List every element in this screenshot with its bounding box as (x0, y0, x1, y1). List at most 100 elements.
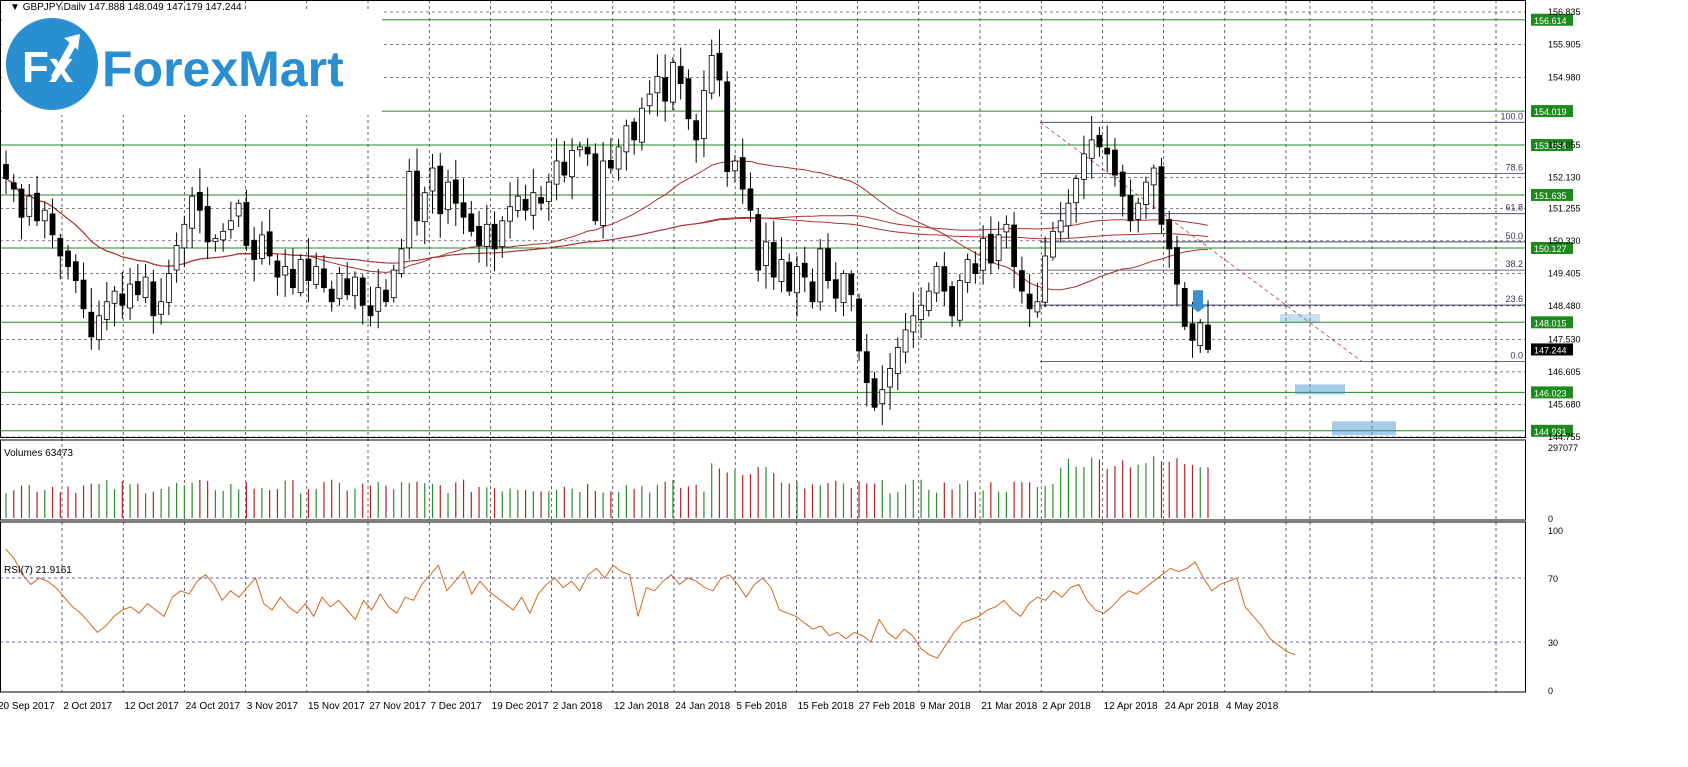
fib-level-label: 0.0 (1510, 351, 1523, 361)
candle-body (685, 78, 692, 120)
candle-body (49, 213, 56, 236)
date-tick-label: 9 Mar 2018 (920, 701, 971, 712)
candle-body (57, 237, 64, 257)
rsi-tick-label: 30 (1548, 638, 1558, 648)
candle-body (1011, 224, 1018, 267)
forexmart-logo: Fx ForexMart (2, 10, 382, 115)
candle-body (522, 198, 529, 211)
candle-body (429, 167, 436, 192)
horizontal-levels: 156.614 154.019 153.054 151.635 150.127 148.0… (0, 13, 1573, 437)
candle-body (452, 179, 459, 204)
candle-body (995, 234, 1002, 261)
candle-body (189, 195, 196, 229)
axes: 20 Sep 2017 2 Oct 2017 12 Oct 2017 24 Oct 2… (0, 0, 1581, 712)
candle-body (390, 269, 397, 299)
level-tag (1531, 316, 1573, 329)
candle-body (328, 288, 335, 303)
candle-body (352, 276, 358, 297)
date-tick-label: 3 Nov 2017 (247, 701, 299, 712)
candle-body (561, 161, 568, 176)
volume-axis-bottom: 0 (1548, 514, 1553, 524)
date-tick-label: 4 May 2018 (1226, 701, 1279, 712)
candle-body (786, 261, 793, 292)
date-tick-label: 21 Mar 2018 (981, 701, 1038, 712)
candle-body (1119, 171, 1126, 197)
down-arrow-icon (1188, 290, 1208, 313)
candle-body (406, 171, 413, 249)
candle-body (1026, 293, 1033, 310)
candle-body (941, 266, 948, 292)
candle-body (1181, 288, 1188, 327)
candle-body (592, 153, 599, 222)
candle-body (894, 347, 901, 375)
candle-body (1081, 153, 1087, 180)
level-tag-label: 144.931 (1534, 427, 1567, 437)
candle-body (607, 160, 614, 169)
date-tick-label: 5 Feb 2018 (736, 701, 787, 712)
candle-body (817, 248, 824, 303)
entry-zone (1280, 314, 1320, 323)
date-tick-label: 27 Nov 2017 (369, 701, 426, 712)
level-tag-label: 146.023 (1534, 388, 1567, 398)
candle-body (863, 351, 870, 384)
candle-body (887, 368, 893, 388)
candle-body (662, 77, 669, 102)
candle-body (1096, 134, 1103, 148)
fibonacci-retracement: 100.0 78.6 61.8 50.0 38.2 23.6 0.0 (1039, 111, 1525, 362)
candle-body (445, 181, 451, 211)
candle-body (142, 276, 149, 299)
level-tag-label: 153.054 (1534, 141, 1567, 151)
annotations (1188, 290, 1396, 436)
candle-body (220, 230, 227, 241)
candle-body (747, 188, 754, 211)
candle-body (925, 290, 932, 311)
candle-body (545, 181, 552, 202)
fib-level-label: 23.6 (1505, 294, 1523, 304)
logo-wordmark: ForexMart (102, 41, 344, 97)
date-tick-label: 12 Oct 2017 (124, 701, 179, 712)
candle-body (375, 287, 382, 312)
candle-body (111, 290, 118, 304)
fib-level-label: 38.2 (1505, 259, 1523, 269)
candle-body (26, 195, 33, 217)
date-tick-label: 2 Apr 2018 (1042, 701, 1091, 712)
candle-body (1034, 301, 1041, 313)
volume-panel: 297077 0 (5, 443, 1578, 524)
date-tick-label: 15 Feb 2018 (798, 701, 855, 712)
price-tick-label: 145.680 (1548, 399, 1581, 409)
candle-body (716, 52, 723, 81)
candle-body (638, 107, 645, 143)
candle-body (274, 260, 281, 278)
date-tick-label: 24 Oct 2017 (186, 701, 241, 712)
candle-body (359, 277, 366, 306)
candle-body (1135, 202, 1142, 220)
level-tag-label: 148.015 (1534, 318, 1567, 328)
date-tick-label: 19 Dec 2017 (492, 701, 549, 712)
candle-body (933, 266, 940, 294)
candle-body (476, 225, 482, 246)
candles (3, 29, 1211, 426)
candle-body (825, 248, 831, 282)
candle-body (1205, 324, 1211, 350)
date-tick-label: 2 Jan 2018 (553, 701, 603, 712)
candle-body (569, 150, 576, 178)
price-tick-label: 152.130 (1548, 173, 1581, 183)
candle-body (964, 259, 971, 283)
candle-body (770, 242, 777, 278)
price-tick-label: 148.480 (1548, 301, 1581, 311)
volume-panel-border (0, 439, 1526, 521)
price-tick-label: 153.055 (1548, 140, 1581, 150)
candle-body (321, 268, 327, 289)
candle-body (34, 192, 40, 222)
candle-body (88, 311, 95, 338)
price-tick-label: 155.905 (1548, 40, 1581, 50)
candle-body (1127, 195, 1134, 222)
level-tag (1531, 386, 1573, 399)
rsi-panel: 100 70 30 0 (0, 526, 1563, 696)
candle-body (259, 234, 265, 259)
rsi-tick-label: 70 (1548, 574, 1558, 584)
candle-body (584, 146, 591, 155)
rsi-line (5, 548, 1296, 659)
rsi-tick-label: 0 (1548, 686, 1553, 696)
candle-body (1057, 220, 1064, 233)
